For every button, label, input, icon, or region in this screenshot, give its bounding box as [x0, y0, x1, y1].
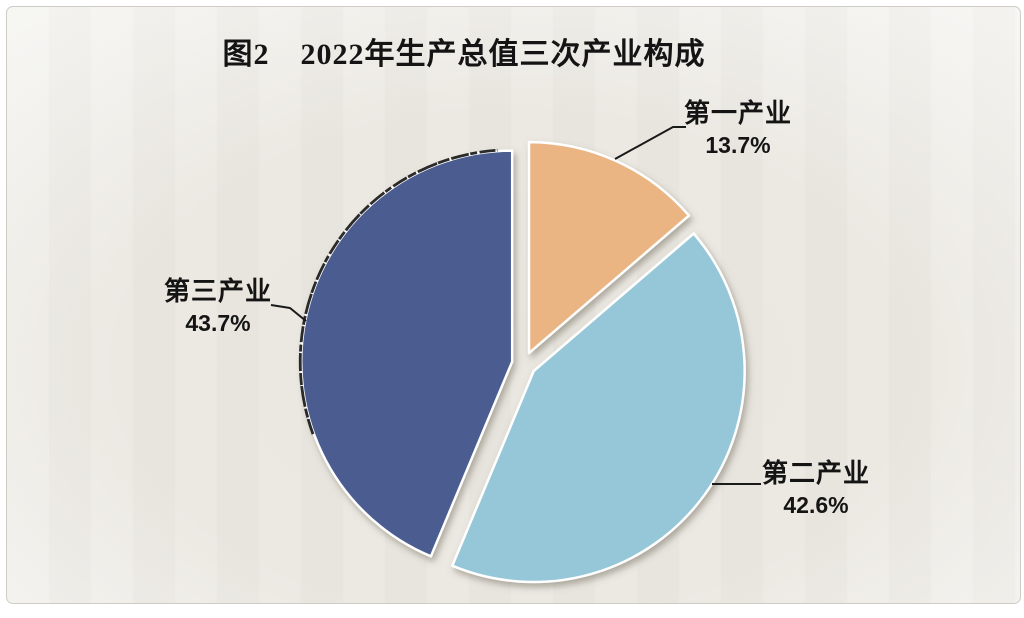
- slice-label-tertiary-value: 43.7%: [164, 310, 272, 336]
- slice-label-primary: 第一产业 13.7%: [684, 99, 792, 158]
- slice-label-tertiary-name: 第三产业: [164, 277, 272, 307]
- slice-label-secondary-value: 42.6%: [762, 492, 870, 518]
- leader-line-primary: [615, 127, 686, 159]
- slice-label-primary-value: 13.7%: [684, 132, 792, 158]
- leader-line-tertiary: [271, 305, 306, 321]
- pie-chart: [7, 7, 1024, 618]
- slice-label-primary-name: 第一产业: [684, 99, 792, 129]
- slice-label-tertiary: 第三产业 43.7%: [164, 277, 272, 336]
- slice-label-secondary-name: 第二产业: [762, 459, 870, 489]
- figure-frame: 图2 2022年生产总值三次产业构成 第一产业 13.7% 第二产业 42.6%…: [6, 6, 1021, 604]
- slice-label-secondary: 第二产业 42.6%: [762, 459, 870, 518]
